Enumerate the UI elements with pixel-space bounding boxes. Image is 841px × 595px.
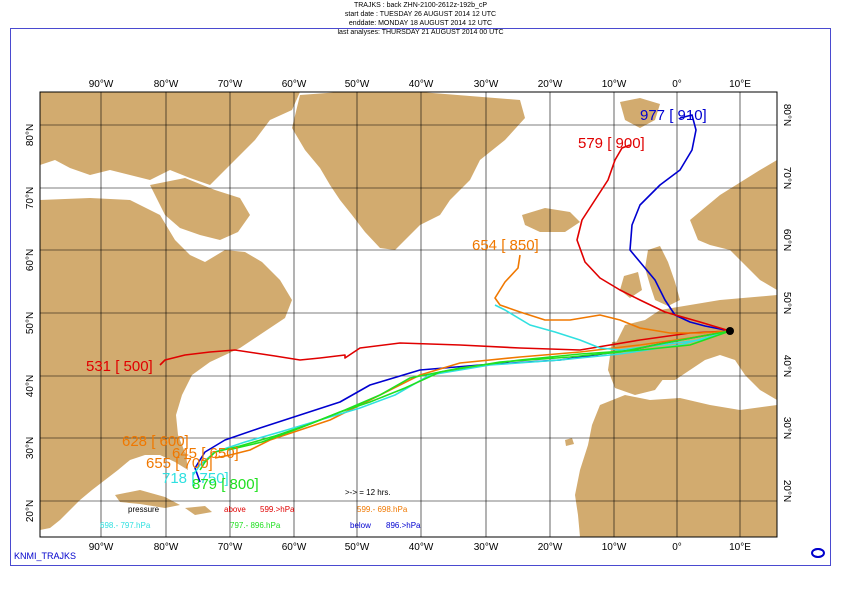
lat-label-right: 20°N xyxy=(781,480,792,502)
lon-label-bottom: 20°W xyxy=(538,542,563,553)
label-orange-628: 628 [ 600] xyxy=(122,433,189,450)
lon-label-top: 50°W xyxy=(345,79,370,90)
start-point-marker xyxy=(726,327,734,335)
legend-cyan-range: 698.- 797.hPa xyxy=(100,521,151,530)
lat-label-right: 60°N xyxy=(781,229,792,251)
lon-label-top: 20°W xyxy=(538,79,563,90)
great-britain xyxy=(645,246,680,306)
trajectory-blue-977 xyxy=(629,114,731,332)
ireland xyxy=(620,272,642,298)
lon-label-top: 10°W xyxy=(602,79,627,90)
legend-pressure: pressure xyxy=(128,505,160,514)
iceland xyxy=(522,208,580,232)
legend-above: above xyxy=(224,505,246,514)
canadian-arctic-land xyxy=(40,92,300,185)
lat-label-right: 80°N xyxy=(781,104,792,126)
svalbard xyxy=(620,98,660,128)
map-border xyxy=(39,91,778,538)
legend-below: below xyxy=(350,521,371,530)
lon-label-top: 0° xyxy=(672,79,682,90)
legend-green-range: 797.- 896.hPa xyxy=(230,521,281,530)
lon-label-bottom: 70°W xyxy=(218,542,243,553)
outer-frame xyxy=(10,28,831,566)
label-orange-645: 645 [ 650] xyxy=(172,445,239,462)
lon-label-top: 70°W xyxy=(218,79,243,90)
footer-source-label: KNMI_TRAJKS xyxy=(14,551,77,561)
lon-label-bottom: 50°W xyxy=(345,542,370,553)
lon-label-bottom: 0° xyxy=(672,542,682,553)
lon-label-top: 90°W xyxy=(89,79,114,90)
lon-label-top: 60°W xyxy=(282,79,307,90)
lon-label-bottom: 30°W xyxy=(474,542,499,553)
canary-islands xyxy=(565,438,574,446)
label-cyan-718: 718 [ 750] xyxy=(162,470,229,487)
lat-label-right: 30°N xyxy=(781,417,792,439)
lon-label-bottom: 80°W xyxy=(154,542,179,553)
label-blue-977: 977 [ 910] xyxy=(640,107,707,124)
lat-label-right: 50°N xyxy=(781,292,792,314)
header-line-1: TRAJKS : back ZHN-2100-2612z-192b_cP xyxy=(353,2,488,9)
lon-label-top: 80°W xyxy=(154,79,179,90)
label-red-579: 579 [ 900] xyxy=(578,135,645,152)
lon-label-bottom: 90°W xyxy=(89,542,114,553)
lat-label-left: 40°N xyxy=(25,375,36,397)
header-line-2: start date : TUESDAY 26 AUGUST 2014 12 U… xyxy=(344,11,497,18)
lat-label-left: 50°N xyxy=(25,312,36,334)
label-red-531: 531 [ 500] xyxy=(86,358,153,375)
graticule xyxy=(40,92,777,537)
label-green-879: 879 [ 800] xyxy=(192,476,259,493)
legend-below-val: 896.>hPa xyxy=(386,521,421,530)
trajectory-green-2 xyxy=(227,330,731,451)
lat-label-right: 40°N xyxy=(781,355,792,377)
legend-orange-range: 599.- 698.hPa xyxy=(357,505,408,514)
header-line-4: last analyses: THURSDAY 21 AUGUST 2014 0… xyxy=(337,29,504,36)
baffin-island xyxy=(150,178,250,240)
lon-label-bottom: 60°W xyxy=(282,542,307,553)
scandinavia xyxy=(690,160,777,290)
lon-label-top: 40°W xyxy=(409,79,434,90)
trajectory-orange-654 xyxy=(494,254,731,334)
trajectory-red-531 xyxy=(159,330,731,366)
legend-above-val: 599.>hPa xyxy=(260,505,295,514)
lon-label-top: 10°E xyxy=(729,79,751,90)
lat-label-left: 20°N xyxy=(25,500,36,522)
lat-label-left: 60°N xyxy=(25,249,36,271)
hispaniola xyxy=(185,506,212,515)
africa xyxy=(575,395,777,537)
lon-label-bottom: 10°E xyxy=(729,542,751,553)
lon-label-top: 30°W xyxy=(474,79,499,90)
lat-label-right: 70°N xyxy=(781,167,792,189)
lat-label-left: 70°N xyxy=(25,187,36,209)
header-line-3: enddate: MONDAY 18 AUGUST 2014 12 UTC xyxy=(348,20,493,27)
lat-label-left: 80°N xyxy=(25,124,36,146)
label-orange-655: 655 [ 700] xyxy=(146,455,213,472)
legend-step: >-> = 12 hrs. xyxy=(345,488,391,497)
lat-label-left: 30°N xyxy=(25,437,36,459)
trajectory-red-579 xyxy=(576,144,731,332)
trajectory-cyan-718 xyxy=(494,304,731,351)
lon-label-bottom: 10°W xyxy=(602,542,627,553)
greenland xyxy=(292,92,525,250)
lon-label-bottom: 40°W xyxy=(409,542,434,553)
ecmwf-logo-icon xyxy=(811,548,825,558)
cuba xyxy=(115,490,180,508)
label-orange-654: 654 [ 850] xyxy=(472,237,539,254)
